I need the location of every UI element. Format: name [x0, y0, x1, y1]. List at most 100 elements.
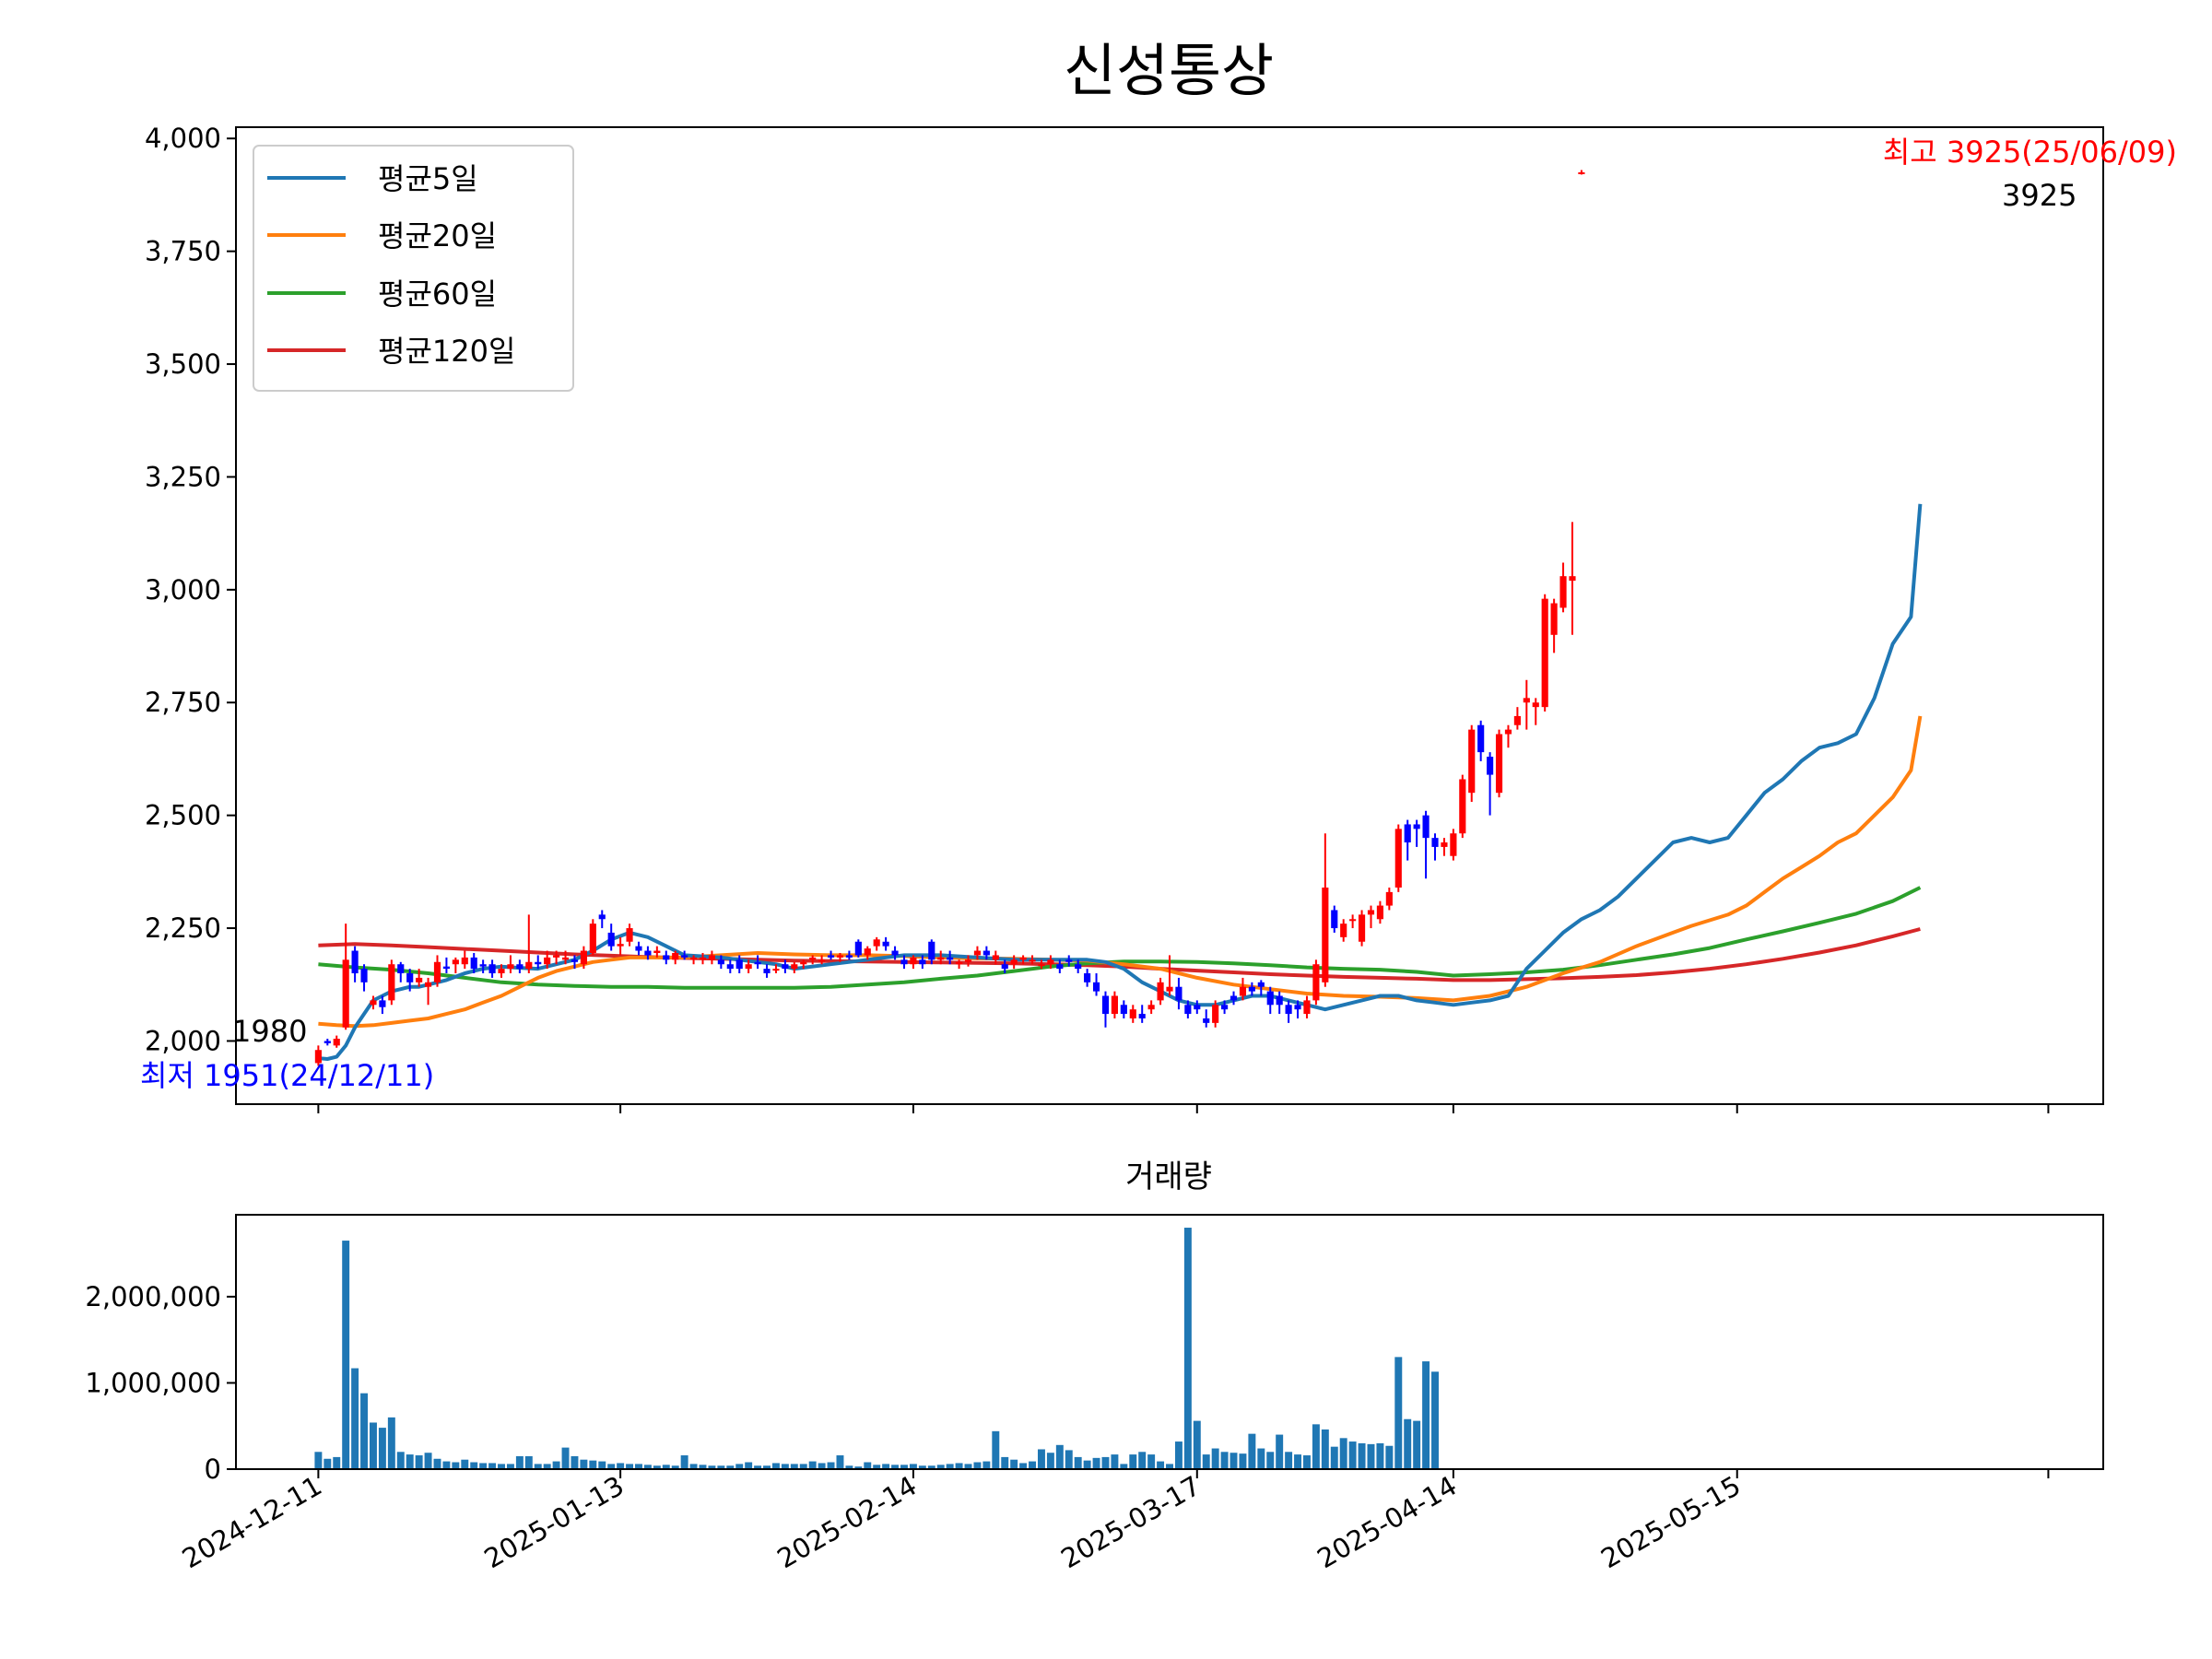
candle-body	[571, 959, 579, 962]
candle-body	[1038, 964, 1045, 967]
candle-body	[351, 950, 359, 974]
volume-bar	[1285, 1452, 1293, 1469]
legend: 평균5일 평균20일 평균60일 평균120일	[253, 145, 574, 392]
volume-bar	[1367, 1443, 1375, 1469]
candle-body	[1294, 1005, 1301, 1010]
volume-bar	[799, 1464, 807, 1469]
volume-bar	[415, 1455, 423, 1469]
volume-bar	[506, 1464, 514, 1469]
volume-bar	[1312, 1424, 1320, 1469]
candle-body	[580, 950, 587, 965]
candle-body	[442, 966, 450, 970]
candle-body	[708, 955, 716, 960]
ma5-line	[318, 503, 1923, 1061]
candle-body	[809, 957, 817, 960]
candle-body	[754, 961, 761, 965]
volume-bar	[589, 1460, 597, 1469]
volume-bar	[1147, 1454, 1156, 1469]
candle-body	[699, 957, 707, 960]
date-tick-label: 2024-12-11	[177, 1470, 327, 1575]
volume-bar	[1092, 1457, 1100, 1469]
price-tick-label: 3,500	[145, 348, 221, 380]
candle-body	[1413, 824, 1420, 830]
volume-bar	[699, 1465, 707, 1469]
candle-body	[1422, 815, 1430, 839]
volume-bar	[1193, 1420, 1201, 1469]
candle-body	[507, 964, 514, 970]
candle-body	[1230, 995, 1238, 1001]
legend-label-ma5: 평균5일	[378, 161, 478, 196]
volume-bar	[1431, 1371, 1439, 1469]
candle-body	[891, 950, 899, 956]
volume-bar	[1166, 1464, 1173, 1469]
volume-bar	[909, 1464, 917, 1469]
volume-bar	[818, 1463, 826, 1469]
candle-body	[1047, 959, 1054, 965]
candle-body	[1523, 698, 1530, 703]
price-tick-label: 2,250	[145, 912, 221, 944]
volume-bar	[524, 1455, 533, 1469]
volume-bar	[534, 1464, 542, 1469]
volume-bar	[1385, 1445, 1394, 1469]
volume-bar	[662, 1465, 670, 1469]
volume-bar	[1266, 1452, 1275, 1469]
candle-body	[598, 914, 606, 920]
candle-body	[1147, 1005, 1155, 1010]
candlesticks	[314, 170, 1585, 1066]
candle-body	[982, 950, 990, 956]
volume-bar	[973, 1462, 982, 1469]
date-tick-label: 2025-04-14	[1312, 1470, 1462, 1575]
candle-body	[589, 924, 596, 953]
candle-body	[535, 961, 542, 965]
volume-tick-label: 0	[205, 1453, 221, 1485]
candle-body	[973, 950, 982, 956]
volume-bar	[1257, 1448, 1265, 1469]
candle-body	[1376, 905, 1383, 920]
volume-bar	[1037, 1449, 1045, 1469]
volume-bar	[1120, 1464, 1128, 1469]
volume-tick-label: 2,000,000	[85, 1281, 221, 1312]
volume-bar	[1394, 1357, 1403, 1469]
candle-body	[1029, 959, 1036, 962]
volume-bar	[406, 1454, 414, 1469]
candle-body	[854, 941, 862, 956]
volume-bar	[964, 1464, 972, 1469]
candle-body	[1450, 833, 1457, 856]
candle-body	[717, 959, 724, 965]
price-tick-label: 2,750	[145, 687, 221, 718]
chart-title: 신성통상	[1064, 37, 1274, 104]
volume-bar	[360, 1393, 369, 1469]
volume-bar	[1348, 1441, 1357, 1469]
volume-bar	[781, 1464, 789, 1469]
candle-body	[461, 957, 468, 965]
volume-bar	[561, 1447, 570, 1469]
volume-panel: 거래량 0 1,000,000 2,000,000 2024-12-11 2025-0…	[85, 1159, 2104, 1575]
volume-bar	[745, 1462, 753, 1469]
volume-x-ticks: 2024-12-11 2025-01-13 2025-02-14 2025-03-17…	[177, 1469, 2050, 1575]
candle-body	[928, 941, 935, 960]
volume-bar	[1055, 1444, 1064, 1469]
ma60-line	[318, 886, 1922, 990]
volume-bar	[754, 1465, 762, 1469]
candle-body	[1404, 824, 1411, 843]
volume-bar	[488, 1463, 497, 1469]
volume-bar	[918, 1465, 926, 1469]
candle-body	[488, 964, 496, 974]
volume-bar	[324, 1458, 332, 1469]
candle-body	[1477, 724, 1485, 753]
volume-bar	[992, 1430, 1000, 1469]
candle-body	[1559, 576, 1567, 608]
volume-bar	[396, 1452, 405, 1469]
volume-bar	[470, 1462, 478, 1469]
volume-bar	[1101, 1456, 1110, 1469]
candle-body	[1175, 986, 1182, 1001]
volume-bar	[1174, 1441, 1182, 1469]
volume-bar	[1404, 1418, 1412, 1469]
candle-body	[379, 1000, 386, 1007]
volume-bar	[552, 1461, 560, 1469]
volume-bar	[717, 1465, 725, 1469]
candle-body	[910, 957, 917, 965]
candle-body	[1092, 982, 1100, 992]
volume-bar	[442, 1461, 451, 1469]
candle-body	[1578, 171, 1585, 174]
